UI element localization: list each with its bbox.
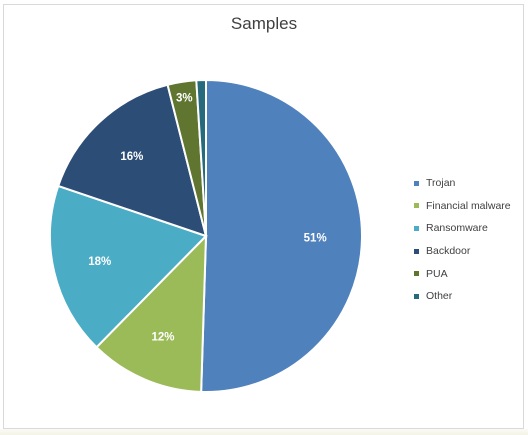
data-label-pua: 3% (176, 92, 193, 104)
legend-label: PUA (426, 267, 448, 280)
legend-swatch (414, 271, 419, 277)
pie-slices (49, 78, 363, 393)
data-label-ransomware: 18% (88, 256, 111, 268)
legend-label: Ransomware (426, 222, 488, 235)
chart-legend: Trojan Financial malware Ransomware Backdoo… (414, 172, 511, 308)
bottom-band (0, 429, 528, 435)
legend-item-other: Other (414, 285, 511, 308)
slice-other (195, 78, 207, 237)
data-label-backdoor: 16% (120, 151, 143, 163)
legend-label: Backdoor (426, 245, 471, 258)
chart-title: Samples (230, 14, 298, 33)
pie-labels: 51% 12% 18% 16% 3% (88, 92, 326, 343)
legend-label: Financial malware (426, 199, 511, 212)
data-label-financial-malware: 12% (152, 331, 175, 343)
legend-item-trojan: Trojan (414, 172, 511, 195)
legend-item-financial-malware: Financial malware (414, 195, 511, 218)
legend-item-pua: PUA (414, 262, 511, 285)
slice-trojan (200, 78, 363, 393)
legend-item-backdoor: Backdoor (414, 240, 511, 263)
slice-financial-malware (95, 233, 208, 393)
legend-swatch (414, 203, 419, 209)
legend-swatch (414, 293, 419, 299)
data-label-trojan: 51% (304, 233, 327, 245)
slice-backdoor (56, 83, 208, 238)
legend-swatch (414, 225, 419, 231)
slice-ransomware (49, 184, 208, 349)
legend-swatch (414, 180, 419, 186)
legend-swatch (414, 248, 419, 254)
legend-item-ransomware: Ransomware (414, 217, 511, 240)
legend-label: Trojan (426, 177, 456, 190)
legend-label: Other (426, 290, 453, 303)
